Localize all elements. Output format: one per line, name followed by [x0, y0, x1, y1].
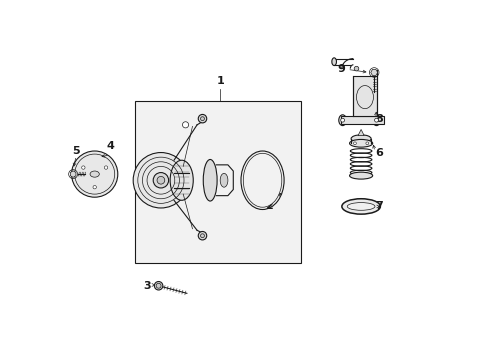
Text: 8: 8	[375, 114, 383, 123]
Ellipse shape	[90, 171, 99, 177]
Circle shape	[156, 283, 161, 288]
Ellipse shape	[170, 160, 193, 200]
Circle shape	[374, 118, 378, 122]
FancyBboxPatch shape	[353, 76, 376, 116]
Polygon shape	[341, 116, 384, 124]
Circle shape	[340, 118, 344, 122]
Text: 4: 4	[106, 141, 114, 151]
Ellipse shape	[241, 151, 284, 210]
Text: 5: 5	[72, 146, 80, 156]
Circle shape	[81, 166, 85, 169]
Circle shape	[157, 176, 164, 184]
Text: 9: 9	[336, 64, 344, 75]
Circle shape	[153, 172, 168, 188]
Circle shape	[182, 122, 188, 128]
Ellipse shape	[349, 139, 372, 147]
Circle shape	[353, 66, 358, 71]
Polygon shape	[357, 130, 364, 136]
Ellipse shape	[341, 199, 380, 214]
Circle shape	[353, 142, 356, 145]
Ellipse shape	[349, 172, 372, 179]
Ellipse shape	[372, 115, 380, 126]
Circle shape	[93, 185, 96, 189]
Circle shape	[200, 117, 204, 121]
Ellipse shape	[243, 153, 281, 207]
Ellipse shape	[346, 203, 374, 210]
Ellipse shape	[350, 135, 370, 143]
Text: 6: 6	[375, 148, 383, 158]
Circle shape	[71, 151, 118, 197]
Circle shape	[198, 114, 206, 123]
Circle shape	[198, 231, 206, 240]
Circle shape	[154, 282, 163, 290]
Circle shape	[200, 234, 204, 238]
Circle shape	[365, 142, 368, 145]
Ellipse shape	[203, 159, 217, 201]
Ellipse shape	[338, 115, 346, 126]
Circle shape	[133, 153, 188, 208]
Ellipse shape	[331, 58, 336, 66]
Text: 7: 7	[375, 202, 383, 211]
Bar	[135, 101, 301, 263]
Circle shape	[104, 166, 107, 169]
Text: 1: 1	[216, 76, 224, 86]
Ellipse shape	[220, 173, 227, 187]
Text: 2: 2	[264, 202, 272, 211]
Text: 3: 3	[143, 281, 151, 291]
